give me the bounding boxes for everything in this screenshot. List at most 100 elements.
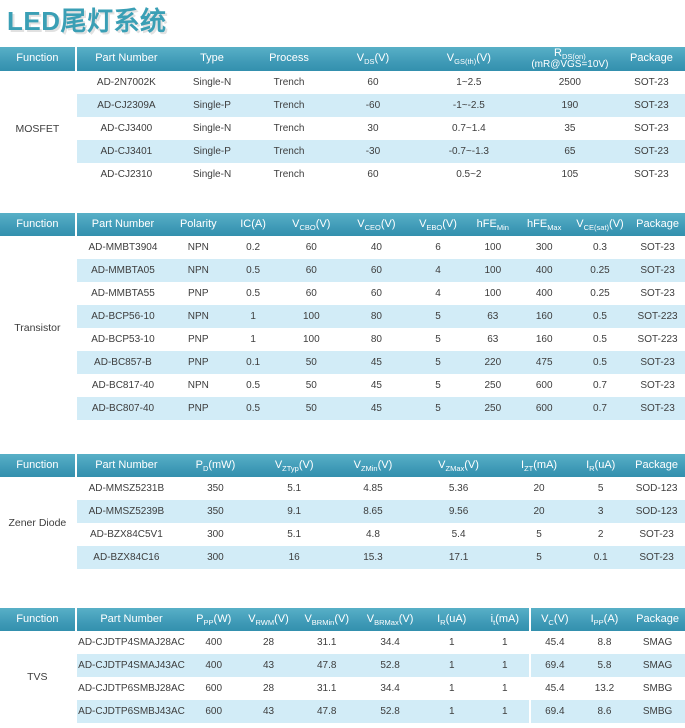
value-cell: 250 bbox=[484, 380, 502, 392]
value-cell: 13.2 bbox=[594, 683, 615, 695]
value-cell: 17.1 bbox=[412, 546, 505, 570]
value-cell: 31.1 bbox=[316, 683, 337, 695]
value-cell: SOD-123 bbox=[628, 500, 685, 524]
function-label: Transistor bbox=[0, 236, 77, 421]
column-header: Part Number bbox=[76, 47, 177, 72]
part-number-cell: AD-BCP56-10 bbox=[76, 305, 170, 329]
value-cell: 52.8 bbox=[357, 700, 423, 724]
value-cell: 50 bbox=[278, 397, 344, 421]
value-cell: 600 bbox=[535, 380, 553, 392]
value-cell: 45.4 bbox=[545, 637, 565, 649]
value-cell: SMAG bbox=[642, 637, 673, 649]
value-cell: Trench bbox=[247, 140, 331, 164]
function-label: TVS bbox=[0, 631, 77, 724]
value-cell: Single-N bbox=[192, 169, 232, 181]
value-cell: 28 bbox=[262, 637, 275, 649]
value-cell: 0.2 bbox=[246, 242, 261, 254]
part-number-cell: AD-BCP53-10 bbox=[91, 334, 155, 346]
value-cell: 0.5 bbox=[246, 380, 261, 392]
part-number-cell: AD-BZX84C16 bbox=[76, 546, 177, 570]
value-cell: 6 bbox=[435, 242, 441, 254]
part-number-cell: AD-BC817-40 bbox=[91, 380, 155, 392]
value-cell: 20 bbox=[504, 500, 574, 524]
value-cell: 69.4 bbox=[530, 654, 579, 678]
value-cell: 63 bbox=[487, 334, 499, 346]
part-number-cell: AD-MMBT3904 bbox=[88, 242, 158, 254]
value-cell: 4 bbox=[435, 288, 441, 300]
value-cell: SOT-23 bbox=[634, 77, 669, 89]
function-label: Zener Diode bbox=[0, 477, 77, 570]
value-cell: 47.8 bbox=[295, 700, 358, 724]
value-cell: 34.4 bbox=[380, 637, 400, 649]
value-cell: PNP bbox=[169, 351, 228, 375]
part-number-cell: AD-CJDTP4SMAJ28AC bbox=[78, 637, 185, 649]
value-cell: 190 bbox=[521, 94, 618, 118]
value-cell: 1 bbox=[250, 334, 256, 346]
column-header: PD(mW) bbox=[176, 454, 255, 478]
column-header: IPP(A) bbox=[578, 608, 631, 632]
table-transistor: Function Part Number Polarity IC(A) VCBO(V) V… bbox=[0, 213, 685, 421]
value-cell: 400 bbox=[535, 288, 553, 300]
value-cell: 1 bbox=[481, 677, 531, 701]
value-cell: 47.8 bbox=[295, 654, 358, 678]
value-cell: 160 bbox=[518, 305, 570, 329]
value-cell: 0.5 bbox=[227, 259, 279, 283]
column-header: VBRMin(V) bbox=[295, 608, 358, 632]
value-cell: 1 bbox=[448, 683, 455, 695]
tvs-section: Function Part Number PPP(W) VRWM(V) VBRMin(V… bbox=[0, 608, 685, 724]
value-cell: 43 bbox=[241, 700, 296, 724]
value-cell: 60 bbox=[278, 259, 344, 283]
mosfet-section: Function Part Number Type Process VDS(V) VGS(… bbox=[0, 47, 685, 187]
column-header: VDS(V) bbox=[330, 47, 416, 72]
table-zener-diode: Function Part Number PD(mW) VZTyp(V) VZMin(V… bbox=[0, 454, 685, 570]
column-header: Function bbox=[0, 47, 77, 72]
value-cell: 5 bbox=[504, 546, 574, 570]
value-cell: -60 bbox=[330, 94, 416, 118]
value-cell: SOD-123 bbox=[635, 483, 678, 495]
value-cell: 250 bbox=[467, 397, 519, 421]
column-header: RDS(on) (mR@VGS=10V) bbox=[521, 47, 618, 72]
column-header: Function bbox=[0, 454, 77, 478]
value-cell: SOT-23 bbox=[640, 380, 675, 392]
value-cell: 45 bbox=[343, 351, 409, 375]
column-header: IR(uA) bbox=[573, 454, 629, 478]
zener-diode-section: Function Part Number PD(mW) VZTyp(V) VZMin(V… bbox=[0, 454, 685, 570]
value-cell: 60 bbox=[367, 77, 379, 89]
value-cell: 100 bbox=[467, 259, 519, 283]
value-cell: 80 bbox=[343, 305, 409, 329]
part-number-cell: AD-BC807-40 bbox=[76, 397, 170, 421]
part-number-cell: AD-MMBTA55 bbox=[91, 288, 155, 300]
value-cell: 5 bbox=[435, 334, 441, 346]
value-cell: -1~-2.5 bbox=[415, 94, 522, 118]
value-cell: 0.1 bbox=[573, 546, 629, 570]
value-cell: 1 bbox=[422, 654, 481, 678]
column-header: Part Number bbox=[76, 213, 170, 237]
value-cell: 400 bbox=[186, 654, 242, 678]
value-cell: 0.5 bbox=[246, 288, 261, 300]
value-cell: 5 bbox=[597, 483, 604, 495]
part-number-cell: AD-CJDTP6SMBJ43AC bbox=[76, 700, 187, 724]
function-label: MOSFET bbox=[0, 71, 77, 187]
value-cell: 60 bbox=[370, 288, 382, 300]
value-cell: 0.25 bbox=[569, 259, 631, 283]
value-cell: 9.1 bbox=[254, 500, 334, 524]
value-cell: 3 bbox=[573, 500, 629, 524]
value-cell: 600 bbox=[186, 700, 242, 724]
column-header: VRWM(V) bbox=[241, 608, 296, 632]
value-cell: 5.1 bbox=[287, 529, 302, 541]
value-cell: SOT-23 bbox=[640, 242, 675, 254]
part-number-cell: AD-MMSZ5231B bbox=[88, 483, 165, 495]
column-header: Process bbox=[247, 47, 331, 72]
column-header: Part Number bbox=[76, 608, 187, 632]
value-cell: 8.8 bbox=[597, 637, 612, 649]
value-cell: 1 bbox=[480, 654, 531, 678]
value-cell: 300 bbox=[535, 242, 553, 254]
value-cell: SOT-23 bbox=[628, 546, 685, 570]
value-cell: 400 bbox=[205, 637, 223, 649]
value-cell: 1 bbox=[480, 700, 531, 724]
value-cell: 15.3 bbox=[333, 546, 413, 570]
value-cell: 0.5 bbox=[593, 334, 607, 346]
value-cell: 0.25 bbox=[590, 288, 610, 300]
value-cell: SOT-223 bbox=[637, 334, 678, 346]
column-header: Package bbox=[630, 608, 685, 632]
